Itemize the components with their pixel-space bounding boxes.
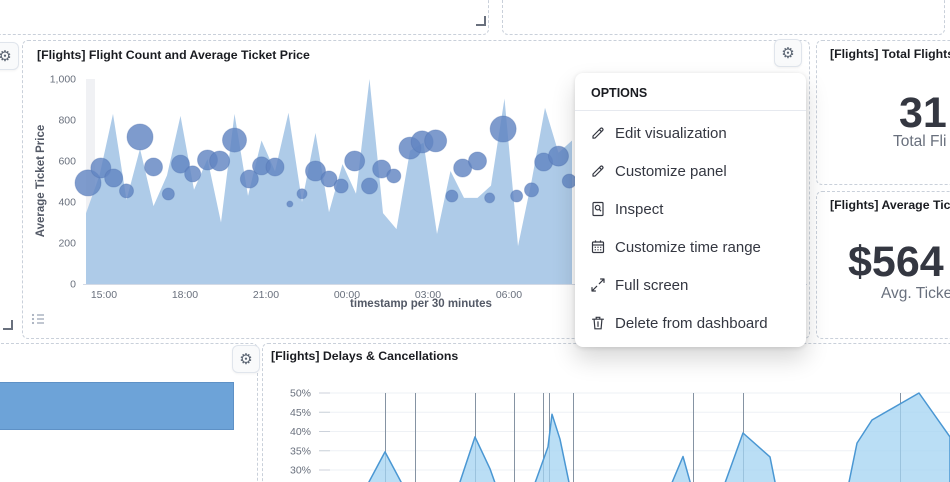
panel-options-button[interactable]: ⚙: [774, 39, 802, 67]
svg-text:800: 800: [58, 115, 76, 127]
panel-title: [Flights] Average Ticket Pr: [830, 198, 950, 212]
gear-icon: ⚙: [781, 44, 795, 62]
panel-options-button[interactable]: ⚙: [0, 42, 19, 70]
options-menu-header: OPTIONS: [575, 73, 806, 111]
calendar-icon: [591, 240, 605, 254]
pencil-icon: [592, 165, 604, 177]
svg-text:1,000: 1,000: [50, 74, 76, 86]
gear-icon: ⚙: [0, 47, 12, 65]
svg-text:00:00: 00:00: [334, 289, 360, 301]
svg-text:600: 600: [58, 156, 76, 168]
svg-text:35%: 35%: [290, 445, 311, 457]
inspect-icon: [592, 201, 604, 217]
total-flights-value: 31: [899, 89, 947, 137]
top-right-panel-fragment: [502, 0, 945, 35]
svg-text:50%: 50%: [290, 388, 311, 400]
svg-text:15:00: 15:00: [91, 289, 117, 301]
panel-title: [Flights] Flight Count and Average Ticke…: [37, 48, 310, 62]
x-axis-label: timestamp per 30 minutes: [350, 298, 492, 310]
legend-toggle-icon[interactable]: [31, 313, 45, 325]
menu-item-label: Delete from dashboard: [615, 314, 768, 332]
panel-avg-ticket-price: [816, 191, 950, 339]
panel-options-button[interactable]: ⚙: [232, 345, 260, 373]
horizontal-bar[interactable]: [0, 382, 234, 430]
svg-text:30%: 30%: [290, 465, 311, 477]
menu-item-label: Inspect: [615, 200, 664, 218]
svg-text:200: 200: [58, 238, 76, 250]
total-flights-caption: Total Fli: [893, 133, 947, 150]
menu-item-label: Customize panel: [615, 162, 727, 180]
top-left-panel-fragment: [0, 0, 489, 35]
svg-text:21:00: 21:00: [253, 289, 279, 301]
menu-item-customize-panel[interactable]: Customize panel: [575, 152, 806, 190]
svg-text:0: 0: [70, 279, 76, 291]
svg-text:06:00: 06:00: [496, 289, 522, 301]
panel-total-flights: [816, 40, 950, 185]
panel-title: [Flights] Total Flights: [830, 47, 950, 61]
pencil-icon: [592, 127, 604, 139]
svg-text:18:00: 18:00: [172, 289, 198, 301]
svg-text:45%: 45%: [290, 407, 311, 419]
flight-count-avg-price-chart[interactable]: 0 200 400 600 800 1,000 15:00 18:00 21:00 00:00 03…: [23, 41, 809, 338]
menu-item-full-screen[interactable]: Full screen: [575, 266, 806, 304]
menu-item-customize-time-range[interactable]: Customize time range: [575, 228, 806, 266]
panel-resize-handle[interactable]: [3, 320, 13, 330]
avg-ticket-caption: Avg. Ticke: [881, 285, 950, 302]
svg-text:03:00: 03:00: [415, 289, 441, 301]
gear-icon: ⚙: [239, 350, 253, 368]
svg-text:40%: 40%: [290, 426, 311, 438]
menu-item-edit-visualization[interactable]: Edit visualization: [575, 114, 806, 152]
menu-item-label: Full screen: [615, 276, 689, 294]
menu-item-label: Customize time range: [615, 238, 761, 256]
menu-item-label: Edit visualization: [615, 124, 727, 142]
panel-options-menu: OPTIONS Edit visualization Customize pan…: [575, 73, 806, 347]
avg-ticket-value: $564: [848, 238, 944, 286]
menu-item-inspect[interactable]: Inspect: [575, 190, 806, 228]
menu-item-delete-from-dashboard[interactable]: Delete from dashboard: [575, 304, 806, 342]
svg-text:400: 400: [58, 197, 76, 209]
panel-title: [Flights] Delays & Cancellations: [271, 349, 459, 363]
panel-flight-count-avg-price: [Flights] Flight Count and Average Ticke…: [22, 40, 810, 339]
delays-cancellations-chart[interactable]: 50% 45% 40% 35% 30%: [262, 343, 950, 482]
panel-partial-bar: [0, 343, 258, 482]
panel-resize-handle[interactable]: [476, 16, 486, 26]
fullscreen-icon: [591, 278, 605, 292]
trash-icon: [592, 316, 604, 330]
